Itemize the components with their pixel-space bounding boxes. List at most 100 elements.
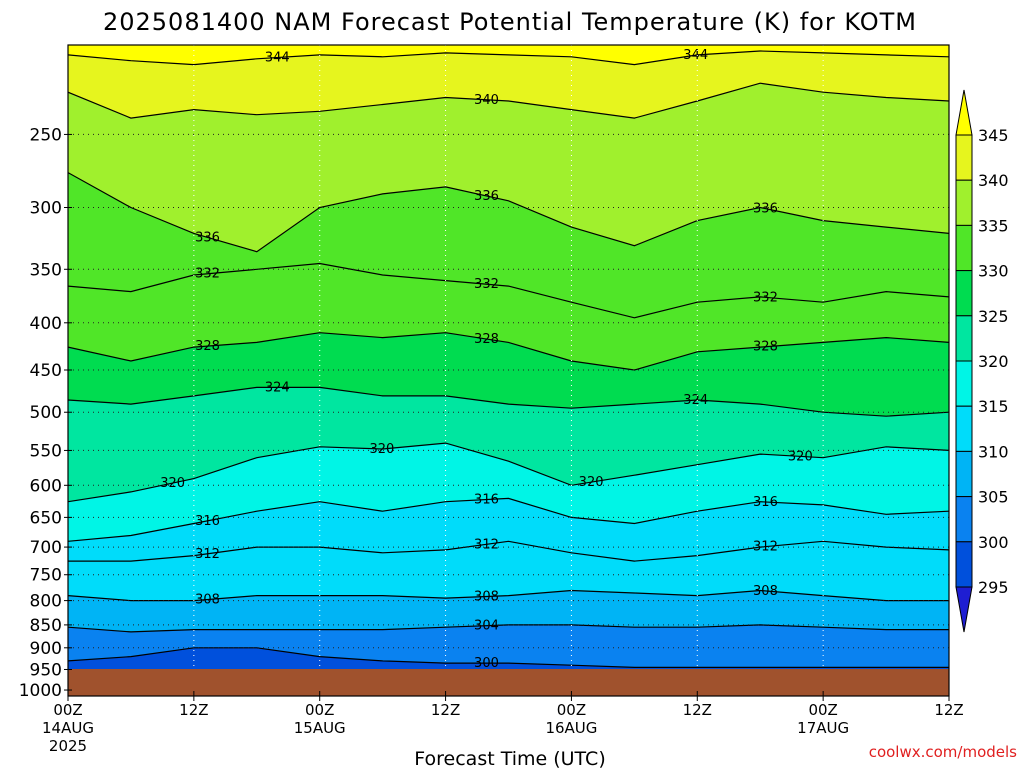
y-tick-label: 900 (30, 639, 62, 659)
colorbar-segment (955, 270, 973, 317)
contour-label: 332 (195, 267, 220, 282)
theta-band (68, 541, 949, 601)
colorbar-label: 295 (978, 578, 1009, 597)
isentrope-344 (68, 50, 949, 66)
y-tick-label: 650 (30, 508, 62, 528)
isentrope-336 (68, 172, 949, 253)
contour-label: 336 (195, 230, 220, 245)
x-tick-label: 00Z (53, 701, 82, 719)
x-tick-label: 12Z (179, 701, 208, 719)
x-tick-label: 00Z (557, 701, 586, 719)
contour-label: 336 (753, 202, 778, 217)
contour-label: 332 (753, 290, 778, 305)
contour-label: 316 (474, 493, 499, 508)
contour-label: 344 (265, 51, 290, 66)
colorbar: 295 300 305 310 315 320 325 330 335 340 345 (955, 89, 1009, 633)
contour-label: 308 (753, 584, 778, 599)
x-axis-label: Forecast Time (UTC) (414, 748, 605, 768)
theta-band (68, 387, 949, 502)
x-tick-label: 12Z (934, 701, 963, 719)
colorbar-segment (955, 541, 973, 588)
colorbar-top-arrow (955, 89, 973, 136)
y-tick-label: 700 (30, 538, 62, 558)
isentrope-300 (68, 647, 949, 668)
contour-label: 312 (474, 537, 499, 552)
y-tick-label: 300 (30, 199, 62, 219)
isentrope-316 (68, 497, 949, 542)
theta-band (68, 51, 949, 119)
colorbar-segment (955, 179, 973, 226)
y-tick-label: 400 (30, 314, 62, 334)
theta-contour-lines (68, 50, 949, 668)
colorbar-segment (955, 134, 973, 181)
colorbar-label: 345 (978, 126, 1009, 145)
x-tick-label: 2025 (49, 737, 87, 755)
colorbar-label: 330 (978, 262, 1009, 281)
theta-band (68, 332, 949, 417)
credit-link[interactable]: coolwx.com/models (869, 743, 1017, 761)
contour-label: 320 (369, 442, 394, 457)
x-tick-label: 15AUG (294, 719, 346, 737)
x-tick-label: 16AUG (545, 719, 597, 737)
y-tick-label: 950 (30, 660, 62, 680)
x-tick-label: 00Z (305, 701, 334, 719)
contour-label: 316 (195, 514, 220, 529)
contour-label: 320 (160, 476, 185, 491)
theta-band (68, 83, 949, 252)
contour-label: 328 (474, 332, 499, 347)
contour-label: 328 (753, 340, 778, 355)
y-tick-label: 550 (30, 441, 62, 461)
colorbar-segment (955, 224, 973, 272)
contour-label: 312 (195, 547, 220, 562)
colorbar-segment (955, 496, 973, 543)
theta-band (68, 498, 949, 562)
colorbar-segment (955, 450, 973, 498)
theta-band (68, 263, 949, 370)
contour-label: 312 (753, 540, 778, 555)
colorbar-label: 315 (978, 397, 1009, 416)
contour-label: 308 (195, 593, 220, 608)
contour-label: 324 (265, 380, 290, 395)
colorbar-label: 325 (978, 307, 1009, 326)
colorbar-segment (955, 315, 973, 362)
pressure-axis: 250 300 350 400 450 500 550 600 650 700 750 800 850 9… (19, 125, 72, 701)
contour-label: 320 (788, 449, 813, 464)
y-tick-label: 800 (30, 592, 62, 612)
colorbar-label: 340 (978, 171, 1009, 190)
isentrope-308 (68, 589, 949, 602)
isentrope-324 (68, 386, 949, 417)
isentrope-312 (68, 540, 949, 562)
contour-labels: 344 344 340 336 336 336 332 332 332 328 328 328 324 3… (160, 48, 813, 671)
contour-label: 336 (474, 189, 499, 204)
y-tick-label: 600 (30, 476, 62, 496)
isentrope-304 (68, 624, 949, 633)
y-tick-label: 500 (30, 403, 62, 423)
contour-label: 320 (579, 475, 604, 490)
contour-label: 308 (474, 589, 499, 604)
theta-band (68, 624, 949, 668)
colorbar-label: 335 (978, 216, 1009, 235)
y-tick-label: 450 (30, 361, 62, 381)
isentrope-328 (68, 332, 949, 371)
contour-label: 316 (753, 495, 778, 510)
x-tick-label: 00Z (808, 701, 837, 719)
x-tick-label: 14AUG (42, 719, 94, 737)
theta-filled-bands (68, 45, 949, 669)
contour-label: 300 (474, 656, 499, 671)
y-tick-label: 850 (30, 616, 62, 636)
contour-label: 328 (195, 339, 220, 354)
isentrope-340 (68, 82, 949, 119)
x-tick-label: 12Z (431, 701, 460, 719)
x-tick-label: 12Z (683, 701, 712, 719)
theta-band (68, 647, 949, 669)
y-tick-label: 350 (30, 260, 62, 280)
colorbar-label: 305 (978, 488, 1009, 507)
colorbar-bottom-arrow (955, 586, 973, 633)
isentrope-320 (68, 442, 949, 503)
colorbar-segment (955, 360, 973, 407)
chart-title: 2025081400 NAM Forecast Potential Temper… (103, 8, 917, 36)
isentrope-332 (68, 262, 949, 319)
contour-label: 332 (474, 277, 499, 292)
